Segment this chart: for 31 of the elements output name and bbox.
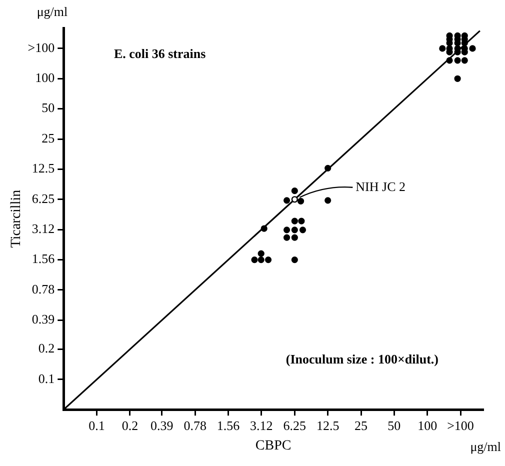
x-tick-label: 1.56 bbox=[216, 418, 240, 433]
x-tick-label: 0.2 bbox=[122, 418, 138, 433]
y-tick-label: 0.2 bbox=[38, 340, 55, 356]
x-tick-label: 12.5 bbox=[316, 418, 340, 433]
x-tick-label: 25 bbox=[354, 418, 368, 433]
x-tick-label: 0.78 bbox=[184, 418, 206, 433]
y-axis-title: Ticarcillin bbox=[9, 190, 24, 248]
y-tick-label: 100 bbox=[35, 70, 55, 86]
y-tick-label: 50 bbox=[42, 100, 55, 116]
y-tick-label: 25 bbox=[42, 130, 55, 146]
y-tick-label: 6.25 bbox=[32, 190, 55, 206]
y-tick-label: 3.12 bbox=[32, 221, 55, 236]
y-tick-label: 1.56 bbox=[32, 251, 56, 266]
annotation: NIH JC 2 bbox=[356, 178, 406, 194]
y-tick-label: 0.78 bbox=[32, 281, 55, 296]
text: μg/ml bbox=[36, 4, 68, 20]
x-tick-label: 100 bbox=[418, 418, 438, 433]
x-tick-label: 3.12 bbox=[250, 418, 273, 433]
x-tick-label: 6.25 bbox=[283, 418, 306, 433]
x-tick-label: >100 bbox=[447, 418, 474, 433]
x-tick-label: 0.1 bbox=[88, 418, 105, 433]
x-axis-title: CBPC bbox=[255, 438, 292, 454]
annotation: E. coli 36 strains bbox=[114, 46, 206, 62]
x-tick-label: 50 bbox=[388, 418, 401, 433]
text: μg/ml bbox=[470, 439, 502, 454]
y-tick-label: >100 bbox=[28, 40, 55, 55]
annotation: (Inoculum size : 100×dilut.) bbox=[286, 351, 438, 366]
y-tick-label: 12.5 bbox=[32, 160, 55, 176]
x-tick-label: 0.39 bbox=[150, 418, 174, 433]
y-tick-label: 0.39 bbox=[32, 312, 55, 327]
y-tick-label: 0.1 bbox=[38, 370, 55, 386]
